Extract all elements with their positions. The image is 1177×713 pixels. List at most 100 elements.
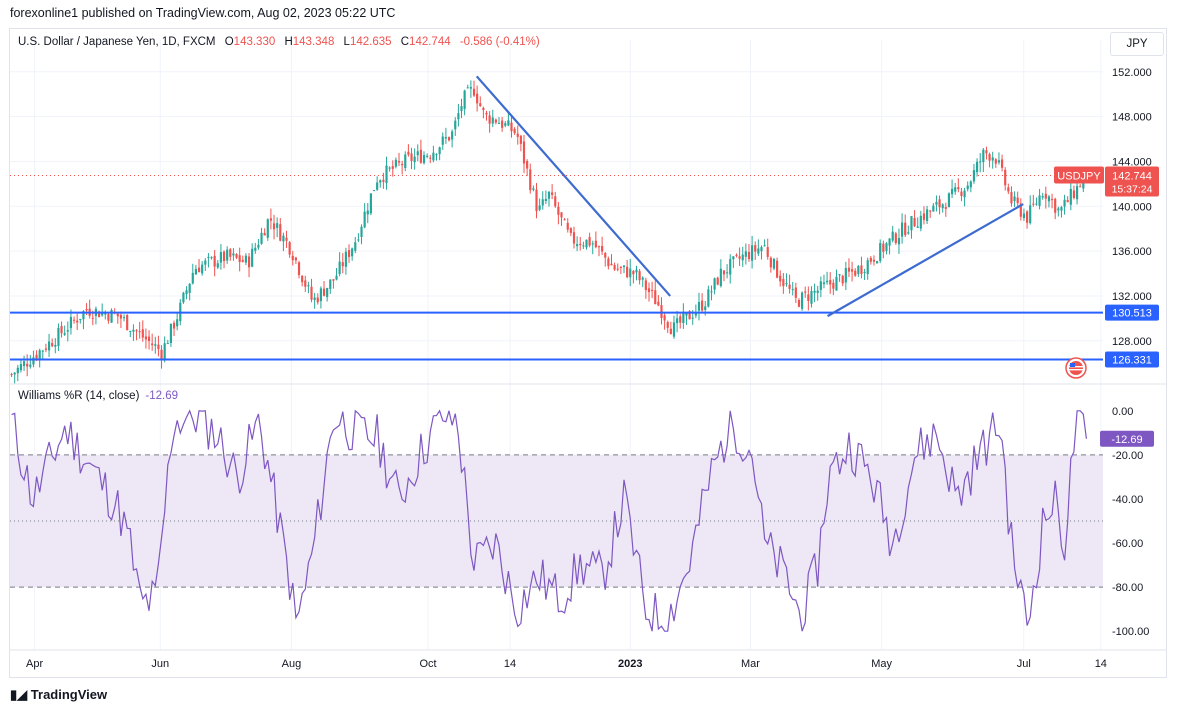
candle-body (744, 251, 747, 257)
candle-body (329, 279, 332, 289)
candle-body (216, 263, 219, 268)
candle-body (291, 255, 294, 261)
candlestick-series (10, 80, 1088, 384)
williams-tick-label: -20.00 (1112, 450, 1143, 462)
candle-body (704, 306, 707, 310)
candle-body (426, 155, 429, 157)
candle-body (1044, 193, 1047, 199)
candle-body (982, 149, 985, 163)
candle-body (326, 287, 329, 297)
candle-body (822, 282, 826, 285)
candle-body (726, 272, 729, 274)
candle-body (29, 364, 32, 367)
candle-body (494, 119, 497, 123)
candle-body (916, 226, 919, 228)
candle-body (126, 315, 129, 330)
candle-body (835, 276, 838, 291)
candle-body (601, 245, 604, 252)
candle-body (676, 318, 679, 324)
candle-body (691, 317, 694, 319)
candle-body (594, 240, 597, 248)
candle-body (735, 254, 738, 256)
candle-body (516, 133, 519, 137)
currency-button[interactable]: JPY (1110, 32, 1164, 56)
candle-body (1047, 196, 1051, 202)
candle-body (238, 255, 241, 263)
us-flag-icon[interactable] (1064, 357, 1088, 379)
candle-body (144, 336, 148, 340)
candle-body (222, 251, 226, 262)
tv-logo-icon: ▮◢ (10, 687, 28, 702)
close-label: C (400, 36, 410, 48)
williams-tick-label: -80.00 (1112, 582, 1143, 594)
candle-body (82, 311, 85, 320)
candle-body (351, 248, 354, 257)
williams-legend: Williams %R (14, close) -12.69 (18, 390, 178, 402)
candle-body (854, 270, 857, 276)
candle-body (701, 300, 704, 311)
candle-body (1041, 196, 1044, 198)
candle-body (532, 188, 535, 190)
candle-body (451, 131, 454, 140)
candle-body (160, 349, 163, 359)
candle-body (679, 316, 682, 323)
candle-body (729, 259, 732, 275)
candle-body (666, 322, 669, 328)
candle-body (579, 243, 582, 245)
candle-body (566, 222, 569, 230)
candle-body (597, 246, 601, 248)
candle-body (869, 257, 872, 262)
publisher-line: forexonline1 published on TradingView.co… (10, 6, 396, 20)
candle-body (1069, 188, 1072, 205)
candle-body (101, 312, 104, 316)
time-axis: Apr Jun Aug Oct 14 2023 Mar May Jul 14 (26, 658, 1107, 670)
candle-body (172, 322, 176, 329)
candle-body (441, 136, 444, 145)
candle-body (263, 232, 266, 236)
williams-tick-label: 0.00 (1112, 406, 1133, 418)
williams-band (10, 454, 1103, 588)
candle-body (254, 247, 257, 251)
candle-body (210, 257, 213, 259)
candle-body (932, 205, 935, 212)
candle-body (391, 166, 394, 169)
candle-body (813, 290, 816, 293)
candle-body (632, 271, 635, 275)
candle-body (1004, 169, 1007, 186)
candle-body (616, 268, 619, 270)
symbol-title: U.S. Dollar / Japanese Yen, 1D, FXCM (18, 36, 216, 48)
williams-line (11, 409, 1087, 632)
candle-body (229, 249, 232, 257)
candle-body (341, 262, 344, 267)
candle-body (563, 219, 566, 221)
time-tick-label: Apr (26, 658, 43, 670)
candle-body (132, 329, 135, 332)
candle-body (963, 190, 966, 198)
candle-body (850, 269, 854, 272)
candle-body (816, 290, 819, 293)
candle-body (991, 157, 994, 161)
tradingview-logo[interactable]: ▮◢ TradingView (10, 687, 107, 703)
williams-tick-label: -60.00 (1112, 538, 1143, 550)
candle-body (1066, 200, 1069, 203)
candle-body (416, 151, 419, 156)
candle-body (257, 244, 260, 248)
candle-body (304, 280, 307, 287)
candle-body (672, 322, 676, 337)
candle-body (260, 232, 263, 244)
candle-body (591, 243, 594, 245)
candle-body (447, 137, 451, 141)
time-tick-label: 14 (1095, 658, 1107, 670)
candle-body (897, 238, 901, 245)
candle-body (388, 167, 391, 169)
candle-body (282, 235, 285, 242)
candle-body (407, 151, 410, 155)
candle-body (504, 123, 507, 126)
candle-body (722, 270, 726, 275)
candle-body (57, 327, 60, 346)
candle-body (85, 309, 88, 311)
candle-body (776, 260, 779, 278)
candle-body (354, 242, 357, 251)
candle-body (376, 182, 379, 190)
